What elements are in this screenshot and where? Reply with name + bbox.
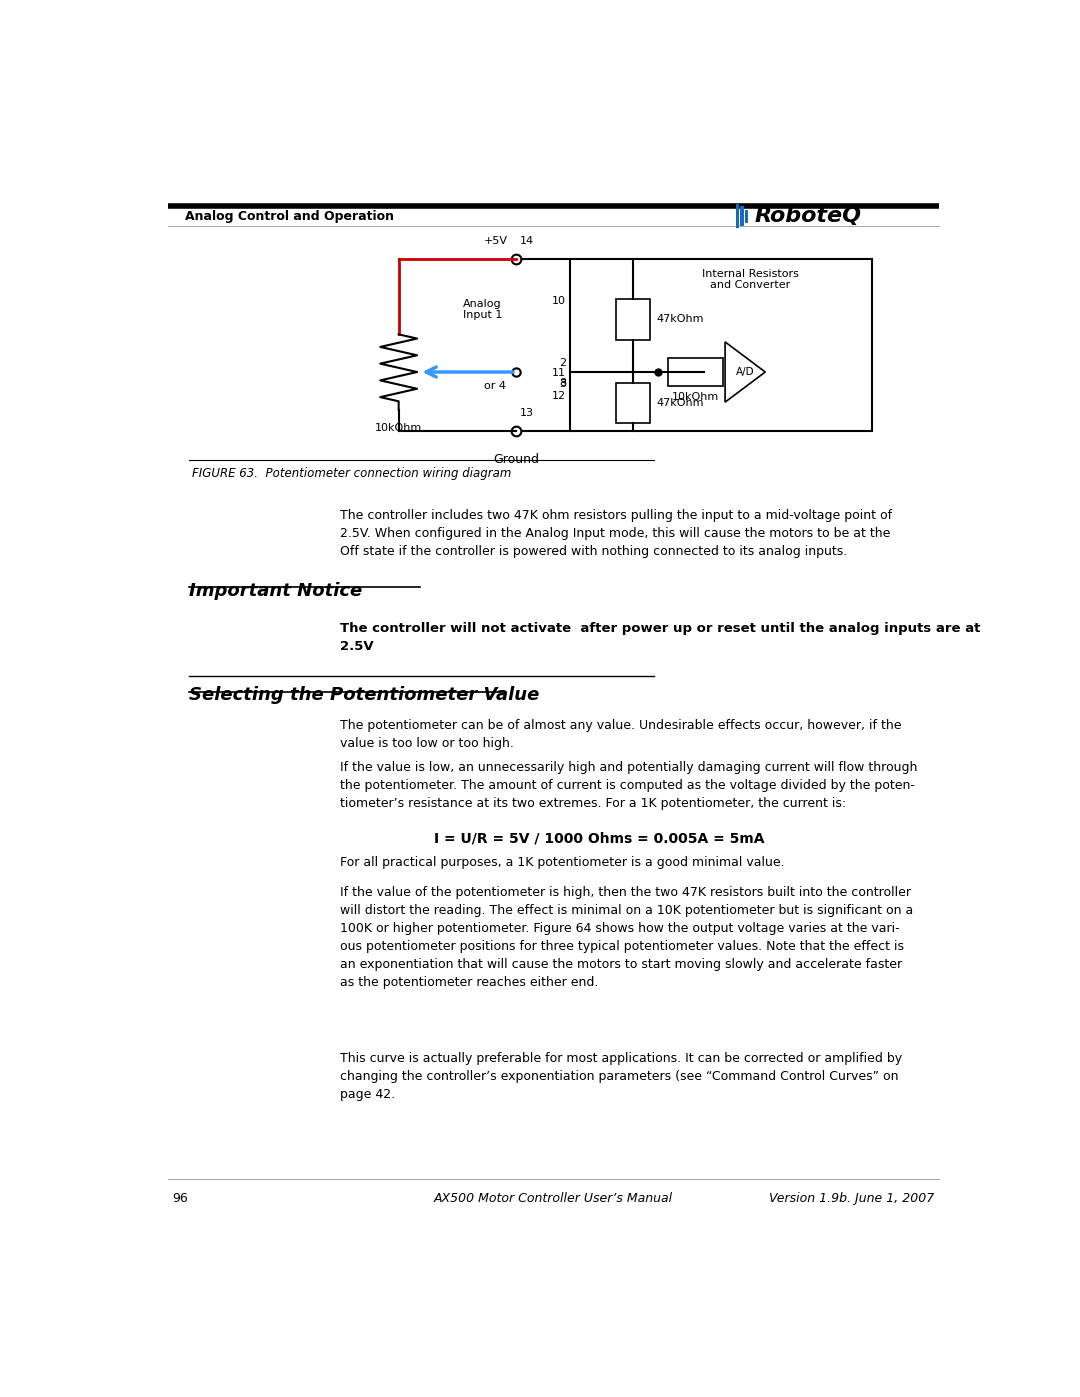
FancyBboxPatch shape bbox=[741, 207, 744, 226]
Bar bbox=[669, 358, 723, 386]
Text: 47kOhm: 47kOhm bbox=[657, 398, 704, 408]
Text: This curve is actually preferable for most applications. It can be corrected or : This curve is actually preferable for mo… bbox=[340, 1052, 902, 1101]
Text: 8: 8 bbox=[559, 377, 566, 388]
Text: or 4: or 4 bbox=[484, 381, 505, 391]
Text: 12: 12 bbox=[552, 391, 566, 401]
Text: 11: 11 bbox=[552, 367, 566, 379]
Text: I = U/R = 5V / 1000 Ohms = 0.005A = 5mA: I = U/R = 5V / 1000 Ohms = 0.005A = 5mA bbox=[434, 831, 765, 845]
Text: The potentiometer can be of almost any value. Undesirable effects occur, however: The potentiometer can be of almost any v… bbox=[340, 719, 902, 750]
Text: +5V: +5V bbox=[484, 236, 508, 246]
Text: Important Notice: Important Notice bbox=[189, 581, 363, 599]
Text: The controller includes two 47K ohm resistors pulling the input to a mid-voltage: The controller includes two 47K ohm resi… bbox=[340, 509, 892, 557]
Text: 10kOhm: 10kOhm bbox=[672, 393, 719, 402]
Text: 10kOhm: 10kOhm bbox=[375, 422, 422, 433]
Text: Selecting the Potentiometer Value: Selecting the Potentiometer Value bbox=[189, 686, 540, 704]
Text: Internal Resistors
and Converter: Internal Resistors and Converter bbox=[702, 268, 798, 291]
Text: 10: 10 bbox=[552, 296, 566, 306]
Text: If the value is low, an unnecessarily high and potentially damaging current will: If the value is low, an unnecessarily hi… bbox=[340, 761, 917, 810]
Text: Version 1.9b. June 1, 2007: Version 1.9b. June 1, 2007 bbox=[769, 1192, 934, 1204]
FancyBboxPatch shape bbox=[745, 210, 748, 222]
Text: A/D: A/D bbox=[735, 367, 755, 377]
Text: 96: 96 bbox=[173, 1192, 188, 1204]
Text: RoboteQ: RoboteQ bbox=[754, 205, 862, 226]
Text: 14: 14 bbox=[521, 236, 535, 246]
Text: Analog
Input 1: Analog Input 1 bbox=[462, 299, 502, 320]
Text: Analog Control and Operation: Analog Control and Operation bbox=[186, 210, 394, 222]
Text: The controller will not activate  after power up or reset until the analog input: The controller will not activate after p… bbox=[340, 622, 981, 652]
Bar bbox=[617, 299, 650, 339]
Text: 2: 2 bbox=[559, 359, 566, 369]
Polygon shape bbox=[725, 342, 766, 402]
Text: 13: 13 bbox=[521, 408, 534, 418]
FancyBboxPatch shape bbox=[735, 204, 739, 228]
Text: If the value of the potentiometer is high, then the two 47K resistors built into: If the value of the potentiometer is hig… bbox=[340, 886, 914, 989]
Text: FIGURE 63.  Potentiometer connection wiring diagram: FIGURE 63. Potentiometer connection wiri… bbox=[192, 467, 511, 479]
Text: For all practical purposes, a 1K potentiometer is a good minimal value.: For all practical purposes, a 1K potenti… bbox=[340, 856, 785, 869]
Text: 47kOhm: 47kOhm bbox=[657, 314, 704, 324]
Text: 3: 3 bbox=[559, 379, 566, 388]
Text: AX500 Motor Controller User’s Manual: AX500 Motor Controller User’s Manual bbox=[434, 1192, 673, 1204]
Text: Ground: Ground bbox=[492, 453, 539, 465]
Bar bbox=[617, 383, 650, 422]
Bar bbox=[570, 258, 872, 432]
